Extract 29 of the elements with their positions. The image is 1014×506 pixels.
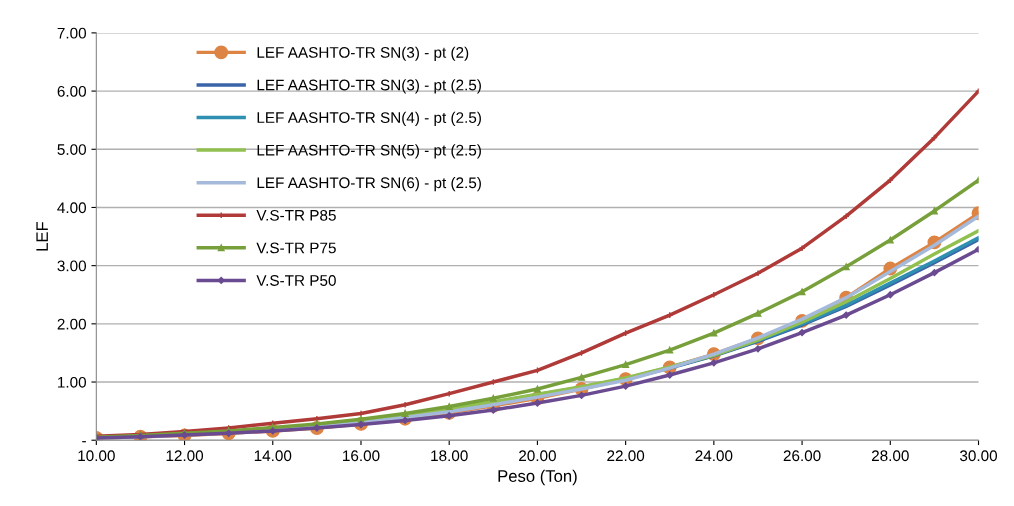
y-tick-label: 1.00 xyxy=(58,376,87,388)
legend-label: V.S-TR P85 xyxy=(256,209,336,221)
y-tick-label: 2.00 xyxy=(57,318,87,330)
y-tick-label: 7.00 xyxy=(57,27,87,39)
x-tick-label: 14.00 xyxy=(254,450,292,462)
y-tick-label: 4.00 xyxy=(57,202,87,214)
x-tick-label: 28.00 xyxy=(871,450,909,462)
legend-label: LEF AASHTO-TR SN(5) - pt (2.5) xyxy=(257,144,481,159)
legend-label: LEF AASHTO-TR SN(4) - pt (2.5) xyxy=(257,111,481,127)
x-tick-label: 12.00 xyxy=(166,450,204,462)
y-tick-label: 6.00 xyxy=(57,85,87,97)
x-axis-title: Peso (Ton) xyxy=(498,469,577,486)
y-tick-label: 3.00 xyxy=(57,260,87,272)
x-tick-label: 18.00 xyxy=(431,450,468,462)
x-tick-label: 30.00 xyxy=(959,450,998,462)
x-tick-label: 16.00 xyxy=(343,450,380,462)
x-tick-label: 22.00 xyxy=(607,450,645,462)
legend-label: V.S-TR P50 xyxy=(256,275,336,286)
legend-label: LEF AASHTO-TR SN(3) - pt (2.5) xyxy=(257,79,481,94)
legend-label: LEF AASHTO-TR SN(3) - pt (2) xyxy=(257,46,469,61)
x-tick-label: 24.00 xyxy=(695,450,733,462)
x-tick-label: 26.00 xyxy=(783,450,821,462)
y-axis-title: LEF xyxy=(36,221,48,251)
legend-label: V.S-TR P75 xyxy=(256,242,336,254)
y-tick-label: - xyxy=(82,441,86,443)
x-tick-label: 20.00 xyxy=(519,450,556,462)
x-tick-label: 10.00 xyxy=(78,450,115,462)
legend-label: LEF AASHTO-TR SN(6) - pt (2.5) xyxy=(257,176,481,192)
y-tick-label: 5.00 xyxy=(57,144,87,155)
